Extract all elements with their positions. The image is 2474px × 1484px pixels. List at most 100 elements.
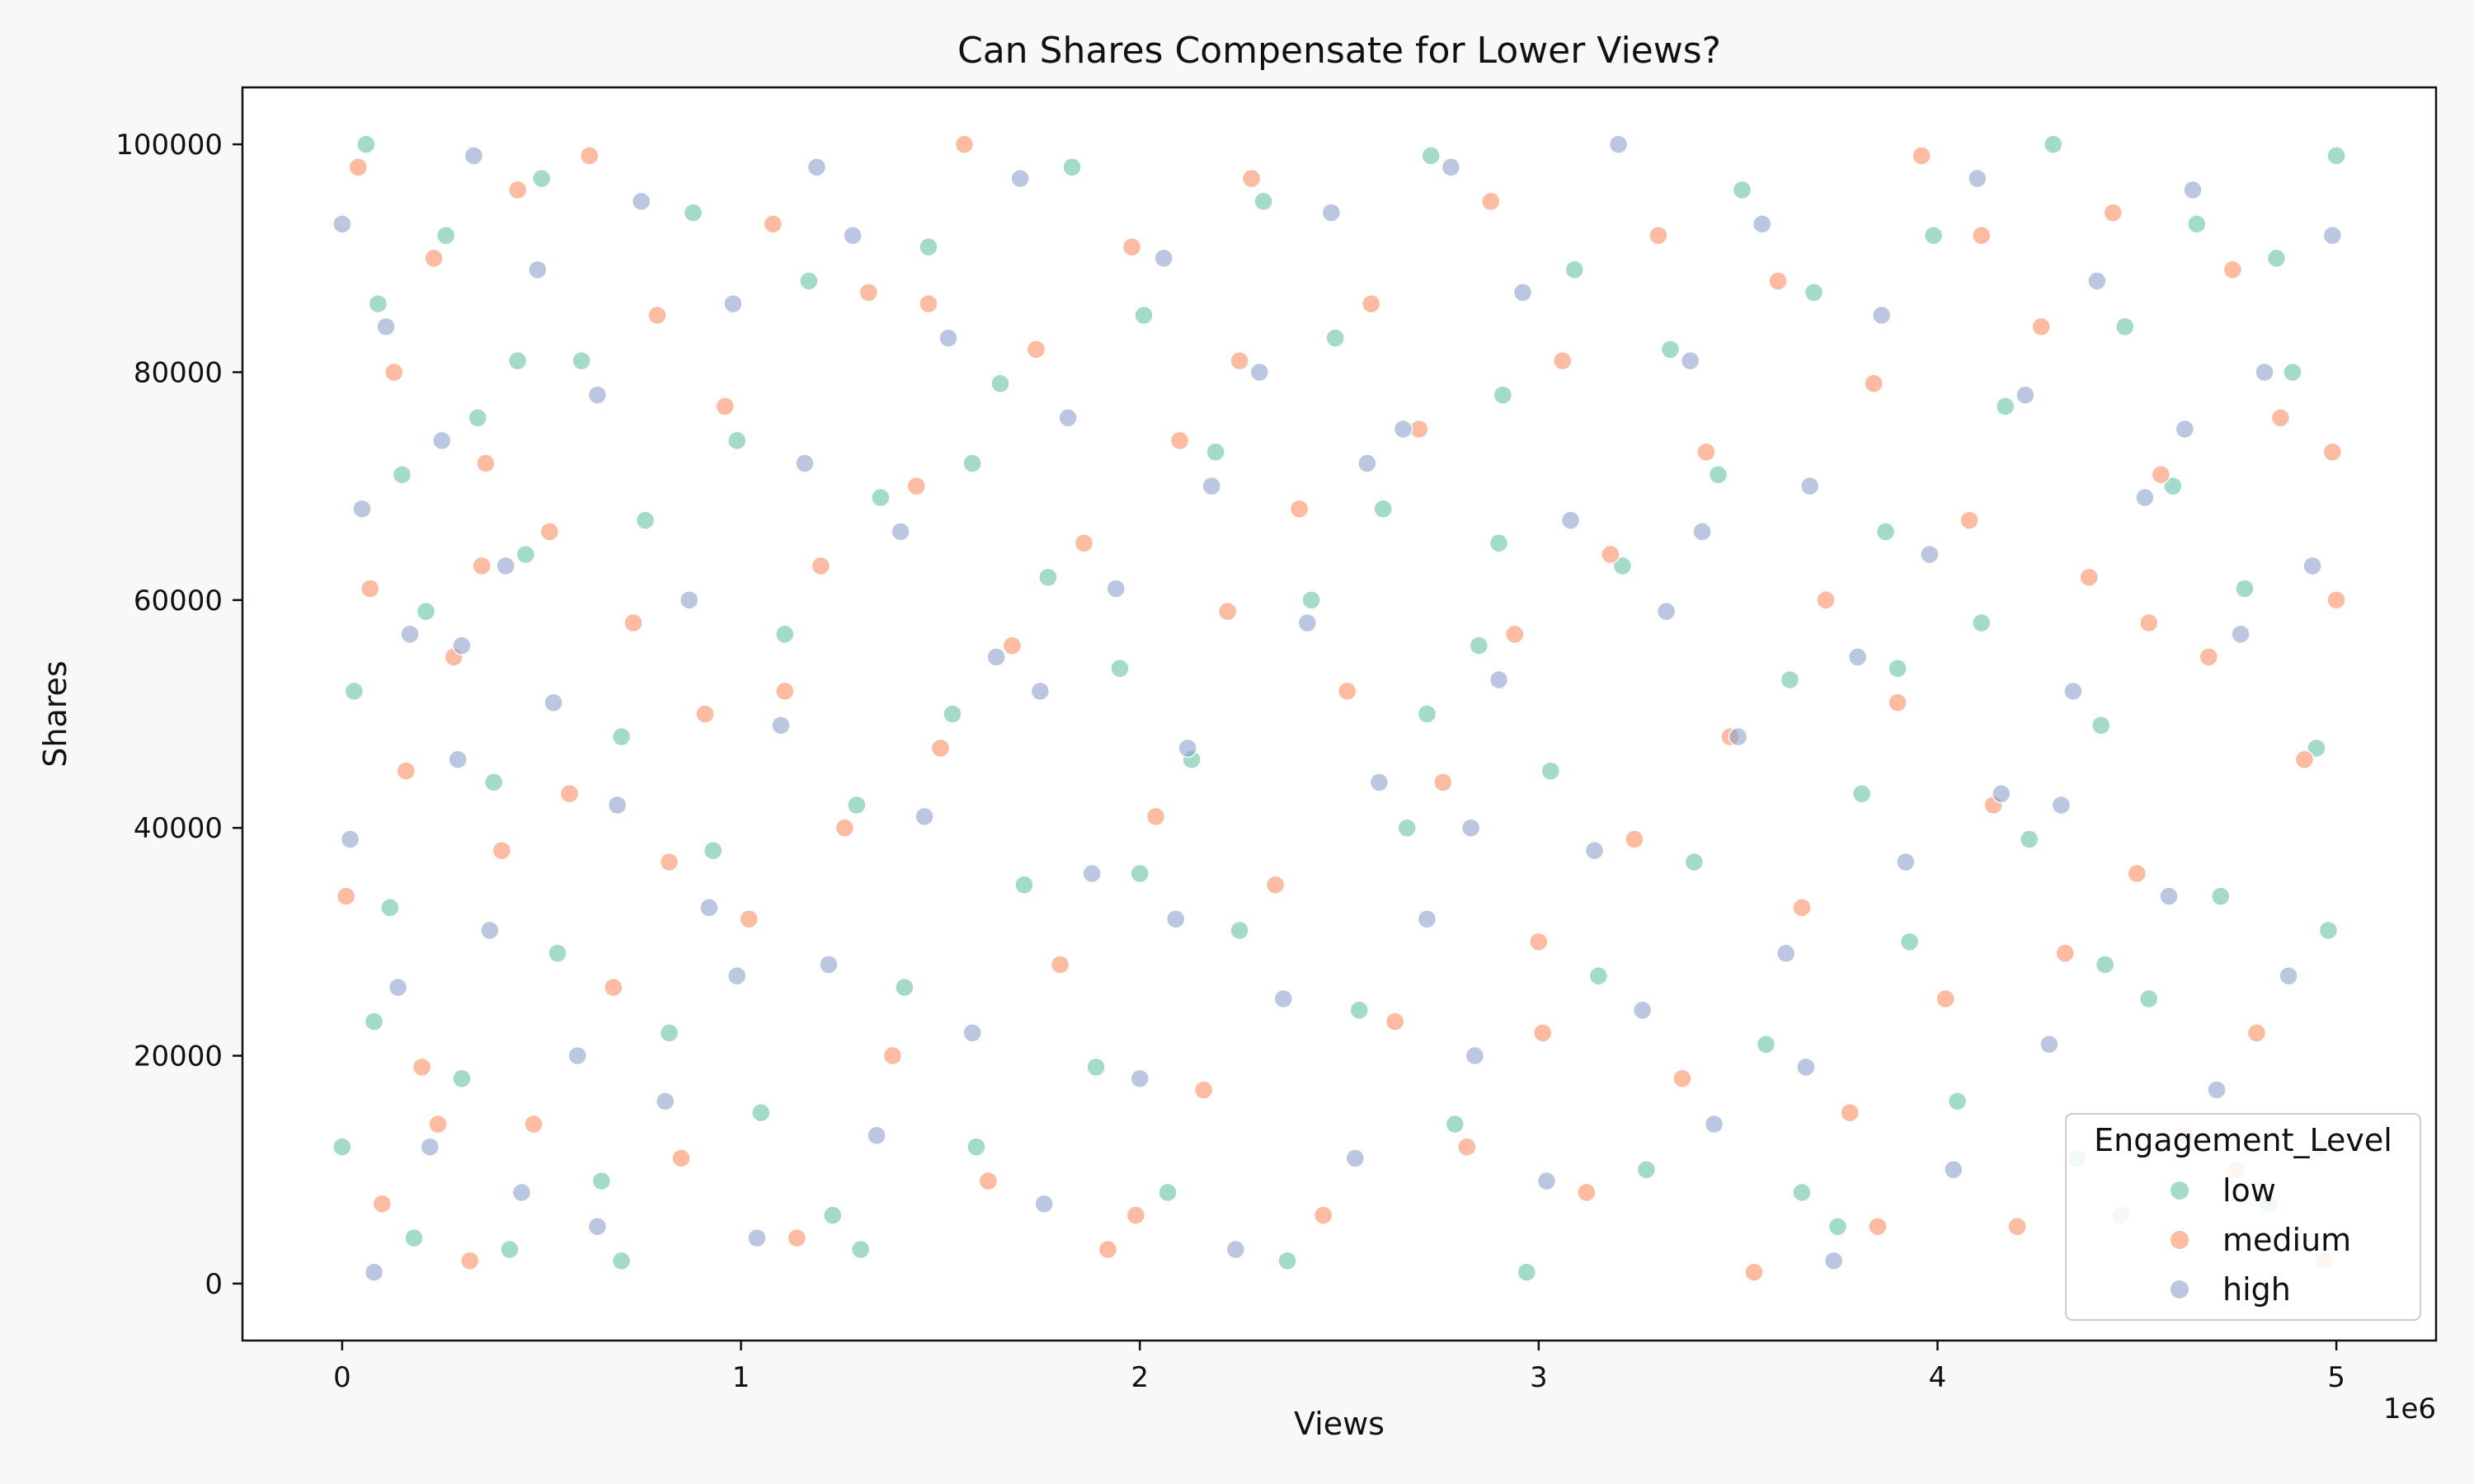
scatter-point-high — [364, 1262, 384, 1282]
scatter-point-high — [1082, 863, 1102, 884]
y-axis: 0 20000 40000 60000 80000 100000 — [115, 129, 242, 1301]
scatter-point-low — [1636, 1159, 1657, 1180]
scatter-point-medium — [1532, 1023, 1553, 1043]
scatter-point-low — [2283, 362, 2302, 383]
scatter-point-high — [2231, 624, 2251, 645]
x-tick-label: 2 — [1131, 1361, 1149, 1394]
scatter-point-medium — [1457, 1137, 1477, 1157]
points-layer — [332, 134, 2346, 1282]
scatter-point-high — [1202, 476, 1221, 496]
scatter-point-low — [1780, 669, 1800, 690]
scatter-point-high — [1034, 1194, 1054, 1214]
scatter-point-medium — [1122, 237, 1142, 257]
legend-marker-high — [2171, 1280, 2189, 1298]
scatter-point-medium — [1935, 989, 1955, 1009]
scatter-point-medium — [695, 704, 715, 724]
scatter-point-low — [2326, 146, 2346, 166]
y-tick-label: 100000 — [115, 129, 223, 162]
scatter-point-low — [1445, 1114, 1465, 1134]
scatter-point-medium — [459, 1251, 480, 1271]
scatter-point-medium — [1672, 1068, 1692, 1088]
scatter-point-high — [432, 430, 452, 451]
scatter-point-high — [511, 1182, 532, 1203]
scatter-point-medium — [1601, 544, 1620, 565]
scatter-point-medium — [1002, 636, 1023, 655]
scatter-point-medium — [1864, 373, 1884, 394]
scatter-point-low — [1804, 282, 1824, 303]
scatter-point-medium — [539, 522, 560, 542]
scatter-point-low — [799, 271, 819, 291]
scatter-point-low — [1971, 613, 1992, 633]
scatter-point-medium — [1481, 191, 1501, 211]
scatter-point-low — [962, 453, 982, 473]
scatter-point-high — [1968, 168, 1987, 189]
scatter-point-low — [1489, 533, 1509, 553]
scatter-point-medium — [1888, 693, 1907, 712]
scatter-point-high — [452, 636, 472, 655]
scatter-point-medium — [492, 841, 512, 861]
scatter-point-low — [750, 1102, 771, 1123]
scatter-point-low — [943, 704, 962, 724]
scatter-point-low — [515, 544, 536, 565]
legend-label-high: high — [2222, 1271, 2291, 1308]
scatter-point-low — [1732, 180, 1752, 200]
scatter-point-low — [1564, 260, 1585, 279]
scatter-point-high — [2175, 419, 2195, 439]
scatter-point-low — [435, 225, 456, 246]
scatter-point-medium — [623, 613, 643, 633]
scatter-point-high — [463, 146, 484, 166]
scatter-point-medium — [1959, 510, 1979, 530]
scatter-point-medium — [604, 977, 623, 998]
scatter-point-high — [2039, 1034, 2059, 1054]
scatter-point-low — [1588, 966, 1609, 986]
scatter-point-low — [1130, 863, 1150, 884]
legend: Engagement_Level low medium high — [2065, 1113, 2421, 1321]
scatter-point-low — [1397, 818, 1417, 838]
scatter-point-medium — [1169, 430, 1190, 451]
scatter-point-medium — [2326, 590, 2346, 610]
scatter-point-high — [528, 260, 548, 279]
scatter-point-high — [587, 385, 608, 405]
scatter-point-high — [1692, 522, 1712, 542]
scatter-point-high — [1441, 157, 1461, 177]
scatter-point-low — [1684, 852, 1705, 872]
scatter-point-low — [1612, 556, 1633, 576]
scatter-point-medium — [1361, 294, 1381, 314]
scatter-point-high — [915, 806, 934, 827]
scatter-point-high — [1871, 305, 1892, 326]
scatter-point-high — [891, 522, 910, 542]
scatter-point-low — [1277, 1251, 1297, 1271]
scatter-point-high — [843, 225, 863, 246]
scatter-point-low — [1888, 658, 1907, 679]
scatter-point-high — [543, 693, 563, 712]
scatter-point-medium — [954, 134, 975, 154]
scatter-point-low — [1417, 704, 1437, 724]
scatter-point-medium — [2294, 749, 2315, 770]
scatter-point-high — [1656, 601, 1677, 622]
scatter-point-medium — [811, 556, 831, 576]
scatter-point-medium — [396, 761, 416, 781]
scatter-point-high — [655, 1092, 675, 1111]
scatter-point-low — [1062, 157, 1082, 177]
x-tick-label: 4 — [1929, 1361, 1947, 1394]
scatter-point-medium — [2222, 260, 2243, 279]
scatter-point-low — [2019, 829, 2039, 849]
scatter-point-medium — [647, 305, 667, 326]
scatter-point-low — [1086, 1057, 1106, 1078]
scatter-point-low — [1421, 146, 1441, 166]
scatter-point-medium — [428, 1114, 448, 1134]
scatter-point-high — [2159, 886, 2179, 906]
scatter-point-medium — [1529, 932, 1549, 952]
scatter-point-medium — [659, 852, 680, 872]
scatter-point-low — [2187, 214, 2207, 234]
scatter-point-low — [2139, 989, 2159, 1009]
scatter-point-low — [1517, 1262, 1537, 1282]
scatter-point-low — [774, 624, 795, 645]
scatter-point-high — [962, 1023, 982, 1043]
scatter-point-low — [368, 294, 388, 314]
scatter-point-low — [2115, 317, 2135, 336]
scatter-point-high — [1030, 681, 1051, 702]
scatter-point-high — [1321, 203, 1342, 223]
scatter-point-medium — [2031, 317, 2051, 336]
scatter-point-high — [938, 328, 958, 348]
